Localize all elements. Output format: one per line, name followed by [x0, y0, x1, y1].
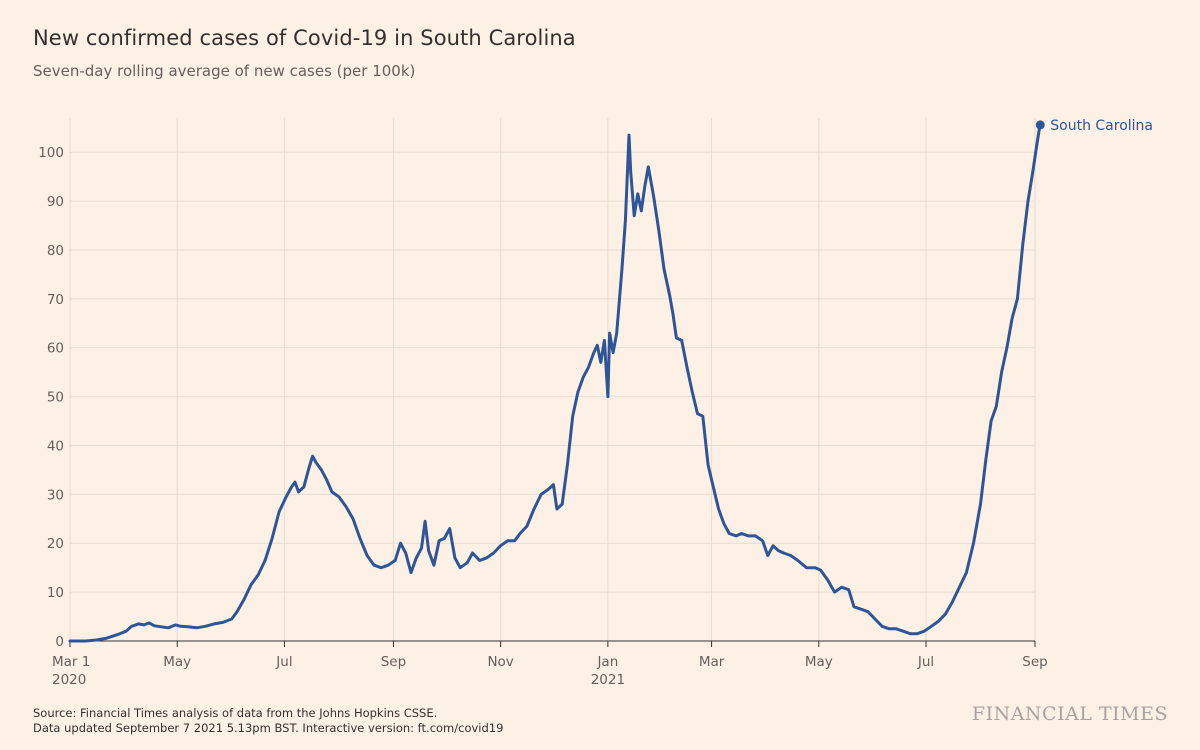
x-tick-label: Nov	[487, 654, 513, 670]
y-tick-label: 0	[55, 634, 64, 650]
source-note: Source: Financial Times analysis of data…	[33, 706, 438, 720]
series-group: South Carolina	[68, 118, 1153, 643]
axes: Mar 1 2020 May Jul Sep Nov Jan 2021 Mar May Jul Sep…	[38, 145, 1048, 688]
x-tick-year-label: 2020	[52, 672, 86, 688]
y-tick-label: 10	[47, 585, 64, 601]
update-note: Data updated September 7 2021 5.13pm BST…	[33, 721, 504, 735]
grid-lines	[69, 118, 1036, 641]
x-tick-label: Jan	[596, 654, 618, 670]
y-tick-label: 30	[47, 487, 64, 503]
y-tick-label: 80	[47, 243, 64, 259]
series-end-point	[1035, 120, 1045, 130]
y-tick-label: 100	[38, 145, 64, 161]
x-tick-label: Jul	[917, 654, 934, 670]
x-tick-label: Sep	[381, 654, 406, 670]
chart-subtitle: Seven-day rolling average of new cases (…	[33, 62, 416, 80]
y-tick-label: 60	[47, 341, 64, 357]
y-tick-label: 90	[47, 194, 64, 210]
x-tick-label: May	[805, 654, 833, 670]
chart-footer: Source: Financial Times analysis of data…	[33, 706, 503, 736]
x-tick-label: Jul	[275, 654, 292, 670]
x-tick-label: Mar	[699, 654, 725, 670]
y-tick-label: 70	[47, 292, 64, 308]
x-tick-year-label: 2021	[591, 672, 625, 688]
y-tick-label: 40	[47, 438, 64, 454]
x-tick-label: Sep	[1022, 654, 1047, 670]
y-tick-label: 20	[47, 536, 64, 552]
chart-title: New confirmed cases of Covid-19 in South…	[33, 26, 576, 50]
series-line-south-carolina	[68, 121, 1042, 643]
x-tick-label: Mar 1	[52, 654, 90, 670]
ft-logo: FINANCIAL TIMES	[971, 703, 1168, 725]
series-end-label: South Carolina	[1050, 118, 1153, 134]
x-tick-label: May	[163, 654, 191, 670]
y-tick-label: 50	[47, 390, 64, 406]
